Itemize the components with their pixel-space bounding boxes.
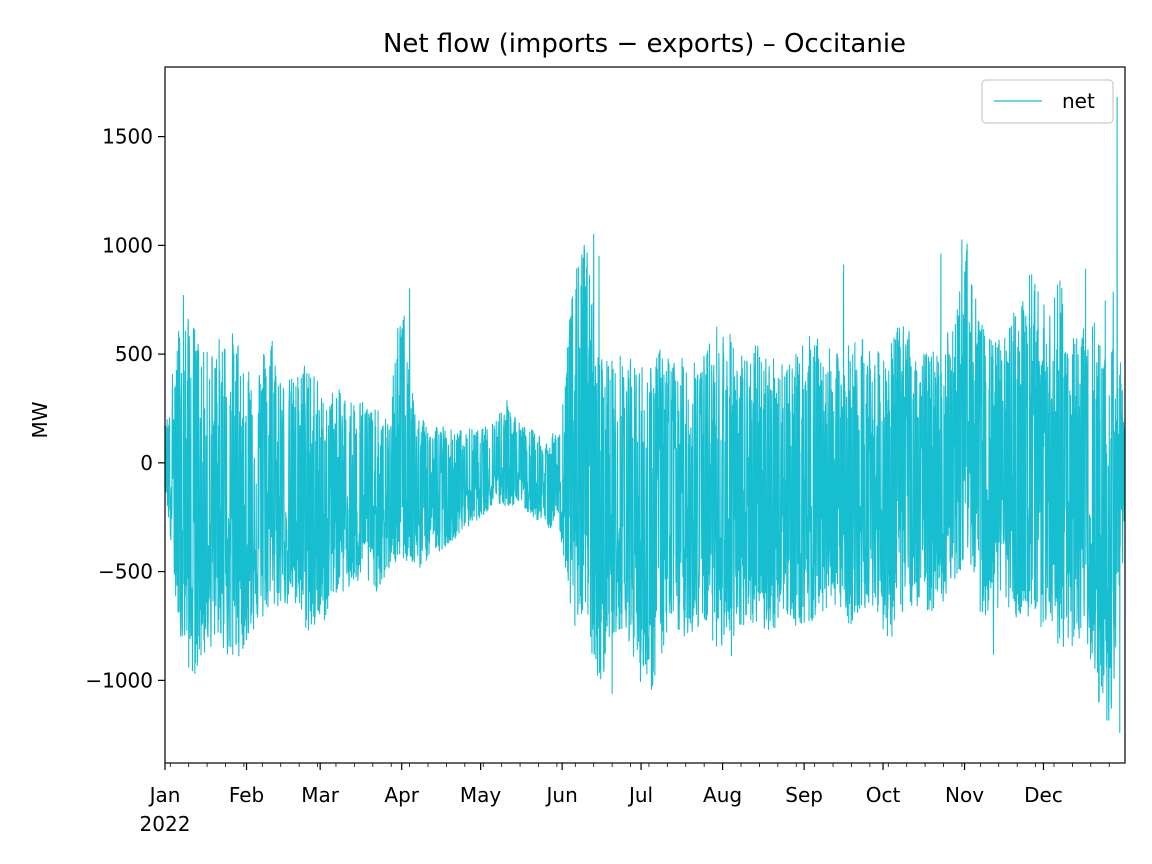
x-tick-label: Jun xyxy=(545,783,578,807)
legend-label-net: net xyxy=(1062,89,1095,113)
x-tick-label: Jul xyxy=(627,783,653,807)
x-tick-label: Feb xyxy=(229,783,264,807)
y-tick-label: −1000 xyxy=(85,668,153,692)
x-year-label: 2022 xyxy=(140,812,191,836)
y-tick-label: −500 xyxy=(98,560,153,584)
y-tick-label: 1500 xyxy=(102,125,153,149)
x-tick-label: Jan xyxy=(148,783,181,807)
x-tick-label: Dec xyxy=(1024,783,1063,807)
x-tick-label: Oct xyxy=(866,783,901,807)
x-tick-label: Sep xyxy=(785,783,823,807)
x-axis: Jan Feb Mar Apr May Jun Jul Aug Sep Oct Nov Dec xyxy=(148,763,1110,807)
legend-box xyxy=(981,79,1114,124)
y-tick-label: 1000 xyxy=(102,233,153,257)
y-tick-label: 0 xyxy=(140,451,153,475)
series-layer xyxy=(165,96,1125,734)
x-tick-label: May xyxy=(460,783,502,807)
y-tick-label: 500 xyxy=(115,342,153,366)
x-tick-label: Apr xyxy=(384,783,419,807)
y-axis-label: MW xyxy=(28,401,52,438)
plot-frame xyxy=(164,66,1126,764)
x-tick-label: Aug xyxy=(703,783,742,807)
x-tick-label: Nov xyxy=(945,783,984,807)
y-axis: −1000 −500 0 500 1000 1500 xyxy=(85,125,165,692)
legend: net xyxy=(981,79,1114,124)
chart-title: Net flow (imports − exports) – Occitanie xyxy=(383,29,906,59)
x-tick-label: Mar xyxy=(301,783,340,807)
series-line-net xyxy=(165,96,1125,734)
